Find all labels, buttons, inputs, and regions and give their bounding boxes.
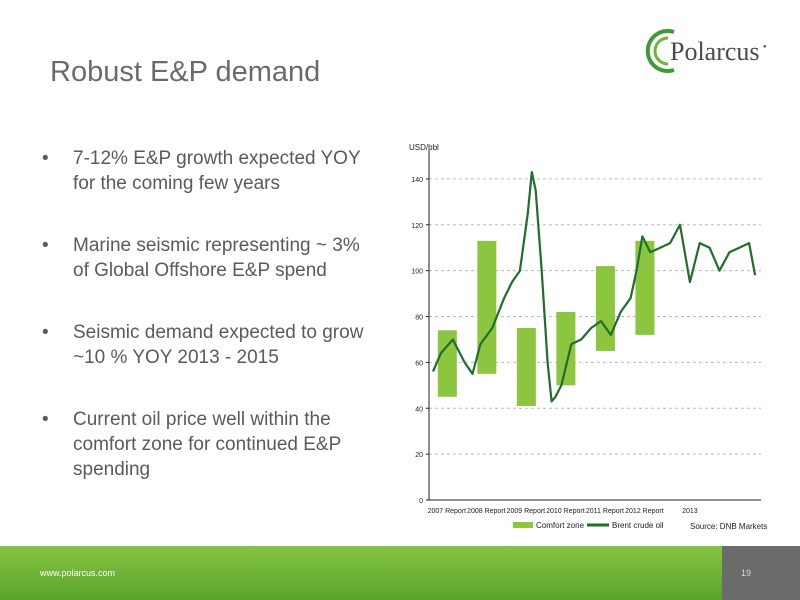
x-tick-label: 2007 Report [428,508,467,515]
slide-title: Robust E&P demand [50,56,321,88]
comfort-zone-bar [595,266,615,351]
y-tick-label: 40 [415,406,423,413]
page-number: 19 [741,568,752,578]
comfort-zone-bar [477,240,497,374]
y-tick-label: 100 [411,269,423,276]
x-tick-label: 2011 Report [586,508,624,515]
x-tick-label: 2013 [682,508,698,515]
y-tick-label: 60 [415,360,423,367]
legend-swatch-comfort-zone [513,522,533,528]
legend-label-comfort-zone: Comfort zone [536,521,585,530]
bullet-item: Current oil price well within the comfor… [42,407,372,482]
brand-name: Polarcus [670,37,760,66]
y-axis-label: USD/bbl [409,143,439,152]
bullet-item: Marine seismic representing ~ 3% of Glob… [42,233,372,283]
bullet-item: 7-12% E&P growth expected YOY for the co… [42,146,372,196]
polarcus-logo-icon [645,29,675,73]
footer-url: www.polarcus.com [40,568,116,578]
x-tick-label: 2010 Report [546,508,585,515]
comfort-zone-bar [516,328,536,406]
x-tick-label: 2009 Report [507,508,546,515]
y-tick-label: 120 [411,223,423,230]
y-tick-label: 140 [411,177,423,184]
y-tick-label: 0 [419,498,423,505]
y-tick-label: 20 [415,452,423,459]
chart-source: Source: DNB Markets [690,522,768,531]
brent-crude-line [431,171,757,403]
x-tick-label: 2008 Report [467,508,506,515]
x-tick-label: 2012 Report [625,508,664,515]
bullet-list: 7-12% E&P growth expected YOY for the co… [42,146,372,482]
y-tick-label: 80 [415,315,423,322]
footer-band [0,546,800,600]
legend-label-brent: Brent crude oil [612,521,664,530]
page-number-box: 19 [722,546,800,600]
comfort-zone-bar [437,330,457,397]
comfort-zone-bar [556,311,576,386]
bullet-item: Seismic demand expected to grow ~10 % YO… [42,320,372,370]
trademark-mark: ● [763,44,767,50]
comfort-zone-bar [635,240,655,335]
